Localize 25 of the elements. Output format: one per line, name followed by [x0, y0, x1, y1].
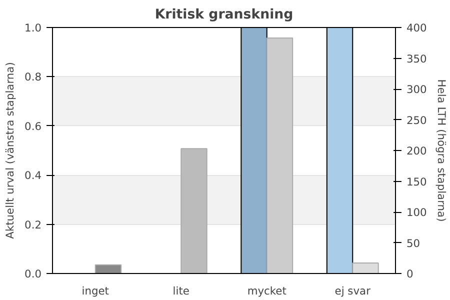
x-tick-label: mycket	[247, 284, 286, 298]
y2-tick-label: 150	[406, 175, 428, 188]
y-axis-title: Aktuellt urval (vänstra staplarna)	[4, 62, 17, 239]
y2-tick-label: 400	[406, 22, 428, 34]
x-tick-label: ej svar	[334, 284, 372, 298]
bar	[352, 262, 379, 274]
y-tick-label: 0.0	[24, 268, 42, 280]
y2-tick-label: 200	[406, 144, 428, 158]
y2-tick-label: 100	[406, 206, 428, 219]
bar	[180, 148, 208, 274]
y-tick-label: 0.4	[24, 169, 42, 182]
y-tick-label: 0.6	[24, 120, 42, 133]
y2-tick-label: 250	[406, 114, 428, 127]
x-tick-label: lite	[172, 284, 190, 298]
y2-tick-label: 50	[406, 236, 420, 250]
x-tick-label: inget	[82, 284, 109, 298]
y2-tick-label: 300	[406, 83, 428, 96]
y2-tick-label: 0	[406, 268, 414, 280]
chart-title: Kritisk granskning	[154, 8, 294, 22]
y2-tick-label: 350	[406, 52, 428, 66]
y2-axis-title: Hela LTH (högra staplarna)	[434, 79, 448, 222]
y-tick-label: 1.0	[24, 22, 42, 34]
bar	[94, 264, 122, 274]
y-tick-label: 0.2	[24, 218, 42, 232]
y-tick-label: 0.8	[24, 70, 42, 84]
